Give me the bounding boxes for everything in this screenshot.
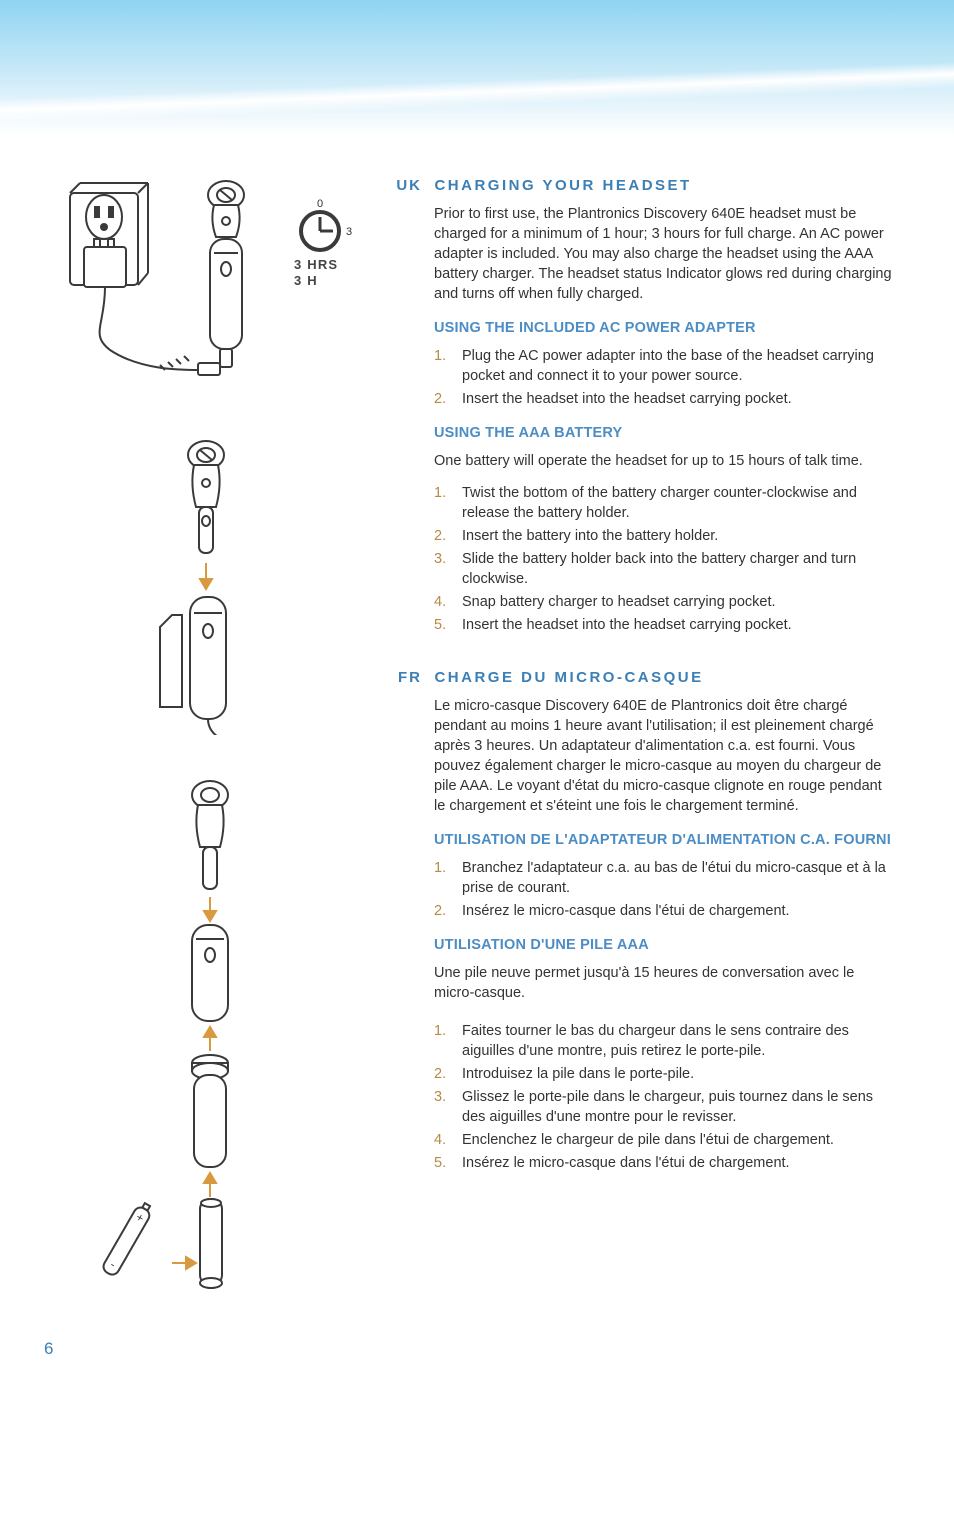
list-item: 2.Introduisez la pile dans le porte-pile… (434, 1064, 894, 1084)
clock-label-3: 3 (346, 226, 352, 238)
list-item: 1.Plug the AC power adapter into the bas… (434, 346, 894, 386)
intro-uk: Prior to first use, the Plantronics Disc… (434, 204, 894, 304)
illustration-ac-charge: 0 3 3 HRS 3 H (60, 175, 360, 395)
list-item: 3.Glissez le porte-pile dans le chargeur… (434, 1087, 894, 1127)
list-item: 2.Insert the headset into the headset ca… (434, 389, 894, 409)
clock-caption-1: 3 HRS (294, 257, 338, 272)
section-fr: FR CHARGE DU MICRO-CASQUE Le micro-casqu… (380, 667, 894, 1173)
subheading-uk-aaa: USING THE AAA BATTERY (434, 423, 894, 443)
manual-page: 0 3 3 HRS 3 H (0, 0, 954, 1365)
clock-caption-2: 3 H (294, 273, 318, 288)
list-item: 4.Snap battery charger to headset carryi… (434, 592, 894, 612)
list-item: 2.Insert the battery into the battery ho… (434, 526, 894, 546)
text-uk-aaa: One battery will operate the headset for… (434, 451, 894, 471)
clock-label-0: 0 (317, 198, 323, 210)
illustration-insert-headset (60, 435, 360, 735)
section-title-fr: CHARGE DU MICRO-CASQUE (434, 667, 703, 686)
subheading-fr-ac: UTILISATION DE L'ADAPTATEUR D'ALIMENTATI… (434, 830, 894, 850)
list-item: 5.Insert the headset into the headset ca… (434, 615, 894, 635)
steps-uk-aaa: 1.Twist the bottom of the battery charge… (434, 483, 894, 635)
lang-label-fr: FR (380, 667, 422, 686)
steps-fr-aaa: 1.Faites tourner le bas du chargeur dans… (434, 1021, 894, 1173)
text-fr-aaa: Une pile neuve permet jusqu'à 15 heures … (434, 963, 894, 1003)
section-uk: UK CHARGING YOUR HEADSET Prior to first … (380, 175, 894, 635)
intro-fr: Le micro-casque Discovery 640E de Plantr… (434, 696, 894, 816)
list-item: 4.Enclenchez le chargeur de pile dans l'… (434, 1130, 894, 1150)
list-item: 3.Slide the battery holder back into the… (434, 549, 894, 589)
page-number: 6 (44, 1339, 53, 1359)
illustration-battery-assembly: + - (60, 775, 360, 1295)
list-item: 1.Branchez l'adaptateur c.a. au bas de l… (434, 858, 894, 898)
subheading-fr-aaa: UTILISATION D'UNE PILE AAA (434, 935, 894, 955)
header-gradient (0, 0, 954, 135)
list-item: 1.Faites tourner le bas du chargeur dans… (434, 1021, 894, 1061)
illustration-column: 0 3 3 HRS 3 H (60, 175, 380, 1335)
list-item: 5.Insérez le micro-casque dans l'étui de… (434, 1153, 894, 1173)
section-title-uk: CHARGING YOUR HEADSET (434, 175, 691, 194)
list-item: 2.Insérez le micro-casque dans l'étui de… (434, 901, 894, 921)
subheading-uk-ac: USING THE INCLUDED AC POWER ADAPTER (434, 318, 894, 338)
lang-label-uk: UK (380, 175, 422, 194)
text-column: UK CHARGING YOUR HEADSET Prior to first … (380, 175, 894, 1335)
steps-uk-ac: 1.Plug the AC power adapter into the bas… (434, 346, 894, 409)
list-item: 1.Twist the bottom of the battery charge… (434, 483, 894, 523)
content-row: 0 3 3 HRS 3 H (0, 135, 954, 1365)
steps-fr-ac: 1.Branchez l'adaptateur c.a. au bas de l… (434, 858, 894, 921)
